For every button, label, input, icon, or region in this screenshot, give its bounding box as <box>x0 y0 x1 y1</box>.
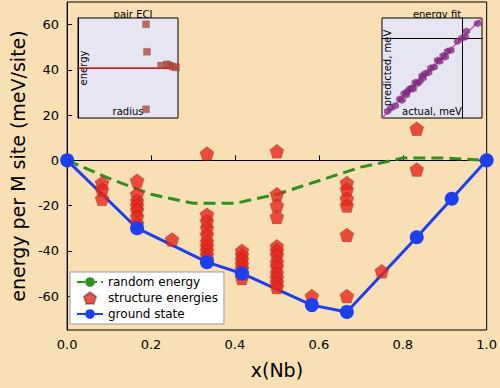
svg-text:x(Nb): x(Nb) <box>251 359 303 381</box>
svg-text:40: 40 <box>43 62 60 77</box>
svg-text:pair ECI: pair ECI <box>113 8 153 20</box>
svg-text:energy fit: energy fit <box>412 8 462 20</box>
svg-text:ground state: ground state <box>108 307 185 321</box>
svg-text:0.0: 0.0 <box>57 337 78 352</box>
svg-text:0: 0 <box>51 153 59 168</box>
svg-text:-40: -40 <box>38 243 59 258</box>
svg-text:0.8: 0.8 <box>392 337 413 352</box>
svg-text:-60: -60 <box>38 289 59 304</box>
svg-text:radius: radius <box>113 106 144 117</box>
svg-text:0.6: 0.6 <box>309 337 330 352</box>
svg-text:-20: -20 <box>38 198 59 213</box>
svg-text:predicted, meV: predicted, meV <box>382 30 393 107</box>
svg-text:1.0: 1.0 <box>476 337 497 352</box>
svg-text:energy per M site (meV/site): energy per M site (meV/site) <box>7 30 29 301</box>
svg-text:random energy: random energy <box>108 275 200 289</box>
svg-text:0.4: 0.4 <box>225 337 246 352</box>
svg-text:actual, meV: actual, meV <box>402 106 462 117</box>
svg-text:0.2: 0.2 <box>141 337 162 352</box>
svg-text:60: 60 <box>43 17 60 32</box>
svg-text:structure energies: structure energies <box>108 291 218 305</box>
svg-text:energy: energy <box>77 50 89 86</box>
svg-text:20: 20 <box>43 108 60 123</box>
